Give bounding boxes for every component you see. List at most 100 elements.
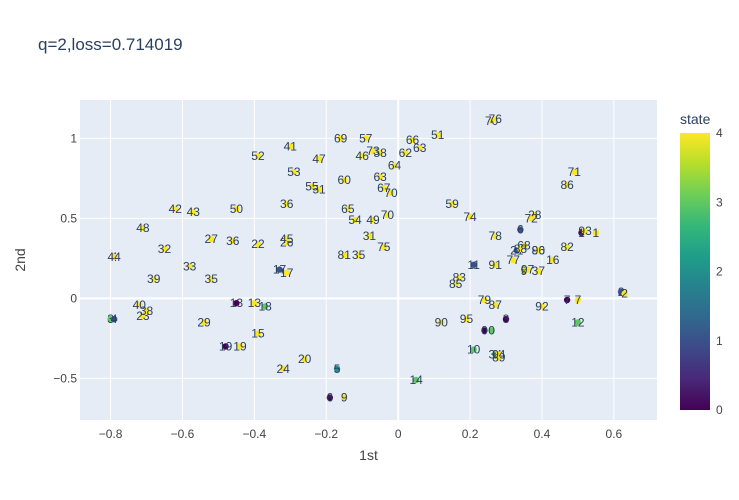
- data-point: 81: [338, 248, 352, 262]
- point-marker: [359, 152, 366, 160]
- x-tick-label: 0.2: [462, 427, 479, 441]
- point-label: 20: [298, 352, 312, 366]
- data-point: 45: [280, 232, 294, 246]
- point-label: 16: [546, 253, 560, 267]
- x-tick-label: 0.4: [534, 427, 551, 441]
- point-label: 70: [384, 186, 398, 200]
- point-label: 7: [575, 293, 582, 307]
- point-marker: [416, 144, 423, 152]
- colorbar-tick-label: 3: [716, 195, 723, 209]
- point-label: 4: [111, 312, 118, 326]
- point-label: 82: [560, 240, 574, 254]
- point-marker: [369, 216, 377, 224]
- point-marker: [355, 252, 362, 259]
- point-marker: [571, 168, 578, 176]
- data-point: 0: [481, 323, 488, 337]
- y-tick-label: 0.5: [60, 211, 77, 225]
- point-label: 31: [363, 229, 377, 243]
- point-label: 42: [169, 202, 183, 216]
- point-label: 70: [381, 208, 395, 222]
- point-label: 19: [233, 339, 247, 353]
- data-point: 17: [273, 263, 287, 277]
- colorbar: [680, 133, 710, 410]
- data-point: 20: [298, 352, 312, 366]
- point-label: 78: [489, 229, 503, 243]
- point-marker: [150, 276, 157, 283]
- data-point: 32: [158, 242, 172, 256]
- point-marker: [254, 152, 262, 160]
- point-label: 51: [312, 183, 326, 197]
- point-marker: [402, 149, 409, 156]
- point-label: 17: [273, 263, 287, 277]
- point-label: 43: [187, 205, 201, 219]
- point-marker: [143, 308, 150, 315]
- point-label: 6: [327, 391, 334, 405]
- point-marker: [341, 394, 348, 401]
- x-tick-label: −0.2: [314, 427, 338, 441]
- chart-title: q=2,loss=0.714019: [38, 35, 183, 54]
- point-marker: [563, 296, 571, 304]
- data-point: 97: [521, 263, 535, 277]
- data-point: 27: [205, 232, 219, 246]
- point-marker: [254, 240, 262, 248]
- data-point: 33: [183, 259, 197, 273]
- x-tick-labels: −0.8 −0.6 −0.4 −0.2 0 0.2 0.4 0.6: [99, 427, 623, 441]
- data-point: 67: [377, 181, 391, 195]
- point-label: 2: [618, 285, 625, 299]
- point-label: 97: [521, 263, 535, 277]
- point-marker: [592, 229, 600, 236]
- point-marker: [254, 330, 262, 337]
- point-marker: [344, 205, 352, 212]
- point-label: 65: [341, 202, 355, 216]
- y-tick-label: −0.5: [53, 371, 77, 385]
- y-tick-label: 0: [70, 291, 77, 305]
- point-label: 37: [532, 264, 546, 278]
- data-point: 41: [284, 139, 298, 153]
- point-label: 87: [489, 298, 503, 312]
- point-marker: [301, 356, 308, 363]
- point-marker: [308, 183, 316, 190]
- x-tick-label: −0.8: [99, 427, 123, 441]
- point-marker: [452, 280, 459, 288]
- data-point: 11: [467, 258, 480, 272]
- point-label: 26: [280, 235, 294, 249]
- point-label: 81: [338, 248, 352, 262]
- point-label: 71: [568, 165, 582, 179]
- point-label: 88: [514, 242, 528, 256]
- point-marker: [236, 343, 244, 350]
- point-marker: [509, 256, 517, 264]
- point-marker: [387, 189, 395, 196]
- data-point: 19: [219, 339, 233, 353]
- point-label: 24: [276, 362, 290, 376]
- point-marker: [251, 300, 258, 307]
- data-point: 75: [377, 240, 391, 254]
- point-label: 38: [140, 304, 154, 318]
- point-label: 94: [492, 347, 506, 361]
- x-tick-label: 0.6: [606, 427, 623, 441]
- x-tick-label: 0: [395, 427, 402, 441]
- point-label: 77: [507, 253, 521, 267]
- point-marker: [290, 168, 298, 176]
- point-label: 1: [578, 226, 585, 240]
- data-point: 73: [366, 144, 380, 158]
- point-label: 58: [374, 146, 388, 160]
- point-marker: [535, 268, 542, 275]
- point-marker: [376, 149, 384, 156]
- data-point: 35: [205, 272, 219, 286]
- point-marker: [351, 216, 359, 224]
- point-marker: [110, 316, 118, 323]
- point-marker: [376, 173, 384, 180]
- point-marker: [574, 296, 582, 304]
- data-point: 46: [356, 149, 370, 163]
- data-point: 6: [327, 391, 334, 405]
- data-point: 58: [374, 146, 388, 160]
- data-point: 22: [251, 237, 265, 251]
- data-point: 16: [546, 253, 560, 267]
- point-marker: [495, 351, 503, 358]
- data-point: 35: [352, 248, 366, 262]
- point-label: 50: [230, 202, 244, 216]
- data-point: 7: [575, 293, 582, 307]
- point-marker: [502, 316, 510, 323]
- point-label: 14: [409, 373, 423, 387]
- point-label: 1: [593, 226, 600, 240]
